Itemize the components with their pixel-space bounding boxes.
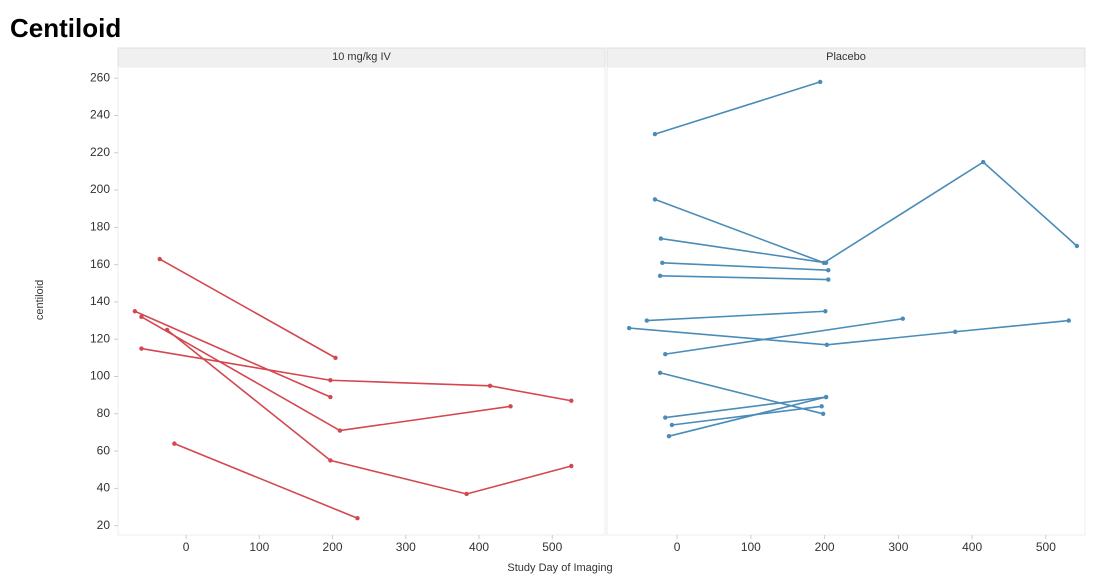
chart-title: Centiloid — [10, 13, 121, 43]
panel-border — [117, 66, 606, 536]
data-point — [658, 236, 664, 241]
data-point — [819, 404, 824, 409]
data-point — [157, 256, 162, 262]
y-tick-label: 260 — [90, 70, 110, 84]
data-point — [626, 325, 632, 331]
data-point — [826, 277, 831, 282]
y-tick-label: 100 — [90, 369, 110, 383]
data-point — [333, 355, 338, 361]
data-point — [824, 342, 830, 348]
data-point — [508, 404, 513, 409]
y-tick-label: 200 — [90, 182, 110, 196]
data-point — [823, 260, 829, 265]
x-tick-label: 0 — [183, 540, 190, 554]
x-tick-label: 100 — [741, 540, 761, 554]
panel-title: Placebo — [826, 51, 866, 63]
data-point — [657, 273, 663, 279]
data-line — [662, 261, 829, 272]
data-point — [823, 394, 829, 400]
data-line — [654, 161, 1078, 264]
data-point — [172, 441, 177, 446]
data-point — [657, 370, 663, 375]
data-line — [159, 258, 336, 359]
x-tick-label: 400 — [469, 540, 489, 554]
x-tick-label: 400 — [962, 540, 982, 554]
data-line — [665, 396, 827, 419]
data-line — [141, 316, 511, 432]
data-point — [981, 159, 986, 165]
x-tick-label: 200 — [323, 540, 343, 554]
data-point — [164, 327, 170, 333]
data-line — [665, 317, 903, 355]
y-axis-label: centiloid — [34, 280, 46, 320]
y-tick-label: 240 — [90, 108, 110, 122]
data-line — [668, 396, 827, 437]
x-tick-label: 500 — [542, 540, 562, 554]
x-axis-label: Study Day of Imaging — [507, 562, 612, 574]
data-point — [820, 411, 826, 417]
y-tick-label: 80 — [97, 406, 111, 420]
x-tick-label: 200 — [815, 540, 835, 554]
data-point — [569, 463, 574, 469]
data-point — [660, 260, 665, 265]
y-tick-label: 220 — [90, 145, 110, 159]
data-point — [139, 346, 144, 351]
data-point — [652, 197, 658, 202]
data-point — [826, 268, 831, 273]
data-point — [328, 394, 333, 400]
data-point — [328, 458, 333, 463]
data-point — [900, 316, 905, 321]
data-point — [337, 428, 343, 433]
x-tick-label: 500 — [1036, 540, 1056, 554]
y-tick-label: 20 — [97, 518, 111, 532]
data-point — [823, 309, 828, 314]
data-point — [663, 415, 668, 420]
data-line — [134, 310, 331, 398]
x-tick-label: 300 — [396, 540, 416, 554]
data-point — [1074, 243, 1080, 249]
data-point — [669, 422, 675, 428]
data-line — [671, 405, 822, 426]
data-point — [666, 433, 672, 439]
y-tick-label: 120 — [90, 331, 110, 345]
data-point — [952, 329, 958, 334]
y-tick-label: 140 — [90, 294, 110, 308]
data-point — [132, 309, 138, 314]
data-line — [654, 81, 821, 135]
panel-title: 10 mg/kg IV — [332, 51, 391, 63]
y-tick-label: 160 — [90, 257, 110, 271]
data-point — [817, 79, 823, 85]
data-point — [644, 318, 650, 323]
y-tick-label: 40 — [97, 481, 111, 495]
data-line — [141, 347, 572, 402]
data-point — [569, 398, 574, 403]
data-point — [652, 131, 658, 137]
data-point — [355, 516, 360, 521]
data-line — [646, 310, 826, 322]
data-line — [660, 275, 829, 281]
data-point — [1066, 318, 1071, 323]
data-point — [139, 314, 144, 320]
data-line — [166, 329, 572, 495]
data-point — [464, 491, 469, 497]
y-tick-label: 180 — [90, 220, 110, 234]
data-line — [659, 372, 824, 415]
x-tick-label: 300 — [888, 540, 908, 554]
data-line — [660, 237, 827, 264]
y-tick-label: 60 — [97, 443, 111, 457]
panel-border — [606, 66, 1086, 536]
data-point — [487, 383, 493, 389]
x-tick-label: 100 — [249, 540, 269, 554]
x-tick-label: 0 — [674, 540, 681, 554]
data-line — [174, 442, 358, 519]
data-point — [663, 351, 668, 357]
data-line — [629, 319, 1069, 346]
data-point — [328, 378, 333, 383]
